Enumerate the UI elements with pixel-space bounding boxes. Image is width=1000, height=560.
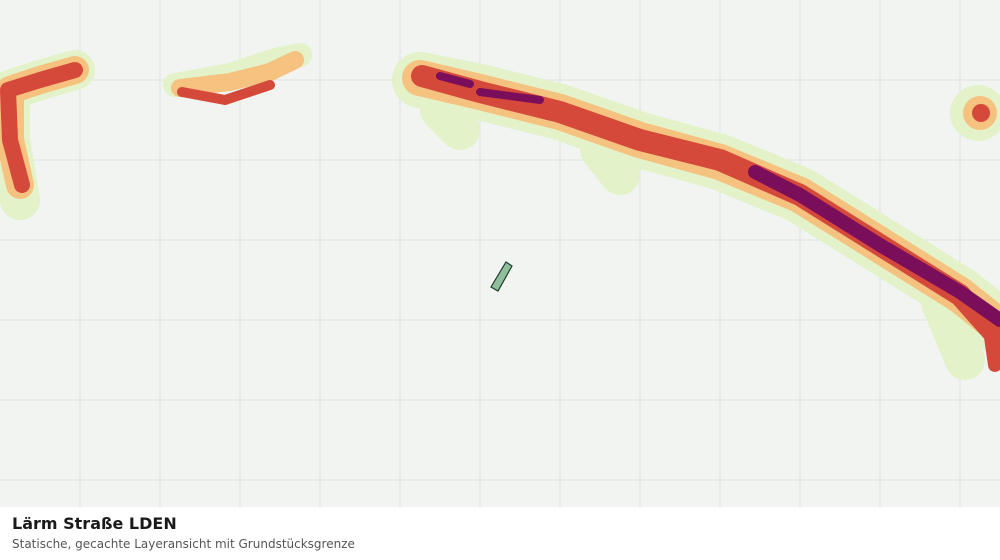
noise-band-left — [0, 43, 312, 220]
noise-hotspot — [950, 85, 1000, 141]
map-view[interactable] — [0, 0, 1000, 507]
noise-band-main — [392, 52, 1000, 380]
parcel-boundary[interactable] — [490, 261, 513, 292]
caption: Lärm Straße LDEN Statische, gecachte Lay… — [12, 512, 355, 551]
layer-title: Lärm Straße LDEN — [12, 514, 177, 533]
layer-subtitle: Statische, gecachte Layeransicht mit Gru… — [12, 537, 355, 551]
